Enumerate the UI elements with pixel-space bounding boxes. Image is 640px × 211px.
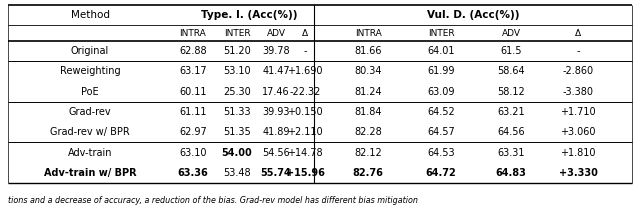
- Text: PoE: PoE: [81, 87, 99, 97]
- Text: 39.93: 39.93: [262, 107, 290, 117]
- Text: 82.12: 82.12: [354, 147, 382, 158]
- Text: +15.96: +15.96: [285, 168, 324, 178]
- Text: 81.24: 81.24: [354, 87, 382, 97]
- Text: ADV: ADV: [502, 28, 520, 38]
- Text: 63.09: 63.09: [428, 87, 455, 97]
- Text: +1.810: +1.810: [560, 147, 596, 158]
- Text: 51.20: 51.20: [223, 46, 251, 56]
- Text: 53.10: 53.10: [223, 66, 251, 76]
- Text: 62.88: 62.88: [179, 46, 207, 56]
- Text: 63.36: 63.36: [178, 168, 209, 178]
- Text: 61.5: 61.5: [500, 46, 522, 56]
- Text: +2.110: +2.110: [287, 127, 323, 137]
- Text: 51.33: 51.33: [223, 107, 251, 117]
- Text: 58.64: 58.64: [497, 66, 525, 76]
- Text: Original: Original: [71, 46, 109, 56]
- Text: -3.380: -3.380: [563, 87, 593, 97]
- Text: -: -: [576, 46, 580, 56]
- Text: 62.97: 62.97: [179, 127, 207, 137]
- Text: 61.99: 61.99: [428, 66, 455, 76]
- Text: INTER: INTER: [428, 28, 454, 38]
- Text: 82.28: 82.28: [354, 127, 382, 137]
- Text: INTRA: INTRA: [180, 28, 206, 38]
- Text: Adv-train: Adv-train: [68, 147, 112, 158]
- Text: Grad-rev: Grad-rev: [68, 107, 111, 117]
- Text: 17.46: 17.46: [262, 87, 290, 97]
- Text: 64.72: 64.72: [426, 168, 456, 178]
- Text: Method: Method: [70, 10, 109, 20]
- Text: 41.89: 41.89: [262, 127, 290, 137]
- Text: ADV: ADV: [266, 28, 285, 38]
- Text: 64.01: 64.01: [428, 46, 455, 56]
- Text: 41.47: 41.47: [262, 66, 290, 76]
- Text: Grad-rev w/ BPR: Grad-rev w/ BPR: [50, 127, 130, 137]
- Text: Vul. D. (Acc(%)): Vul. D. (Acc(%)): [427, 10, 519, 20]
- Text: 63.17: 63.17: [179, 66, 207, 76]
- Text: 39.78: 39.78: [262, 46, 290, 56]
- Text: 64.56: 64.56: [497, 127, 525, 137]
- Text: 82.76: 82.76: [353, 168, 383, 178]
- Text: INTRA: INTRA: [355, 28, 381, 38]
- Text: +3.330: +3.330: [559, 168, 597, 178]
- Text: +1.710: +1.710: [560, 107, 596, 117]
- Text: 61.11: 61.11: [179, 107, 207, 117]
- Text: 64.83: 64.83: [495, 168, 527, 178]
- Text: +1.690: +1.690: [287, 66, 323, 76]
- Text: 63.31: 63.31: [497, 147, 525, 158]
- Text: Adv-train w/ BPR: Adv-train w/ BPR: [44, 168, 136, 178]
- Text: 53.48: 53.48: [223, 168, 251, 178]
- Text: 64.52: 64.52: [427, 107, 455, 117]
- Text: 60.11: 60.11: [179, 87, 207, 97]
- Text: 54.00: 54.00: [221, 147, 252, 158]
- Text: 81.84: 81.84: [355, 107, 381, 117]
- Text: 55.74: 55.74: [260, 168, 291, 178]
- Text: Δ: Δ: [575, 28, 581, 38]
- Text: 80.34: 80.34: [355, 66, 381, 76]
- Text: Δ: Δ: [302, 28, 308, 38]
- Text: -2.860: -2.860: [563, 66, 593, 76]
- Text: -: -: [303, 46, 307, 56]
- Text: 64.57: 64.57: [427, 127, 455, 137]
- Text: -22.32: -22.32: [289, 87, 321, 97]
- Text: 51.35: 51.35: [223, 127, 251, 137]
- Text: 63.10: 63.10: [179, 147, 207, 158]
- Text: 25.30: 25.30: [223, 87, 251, 97]
- Text: Reweighting: Reweighting: [60, 66, 120, 76]
- Text: Type. I. (Acc(%)): Type. I. (Acc(%)): [201, 10, 297, 20]
- Text: tions and a decrease of accuracy, a reduction of the bias. Grad-rev model has di: tions and a decrease of accuracy, a redu…: [8, 196, 418, 205]
- Text: 58.12: 58.12: [497, 87, 525, 97]
- Text: 64.53: 64.53: [427, 147, 455, 158]
- Text: +0.150: +0.150: [287, 107, 323, 117]
- Text: INTER: INTER: [224, 28, 250, 38]
- Text: +3.060: +3.060: [560, 127, 596, 137]
- Text: +14.78: +14.78: [287, 147, 323, 158]
- Text: 54.56: 54.56: [262, 147, 290, 158]
- Text: 63.21: 63.21: [497, 107, 525, 117]
- Text: 81.66: 81.66: [355, 46, 381, 56]
